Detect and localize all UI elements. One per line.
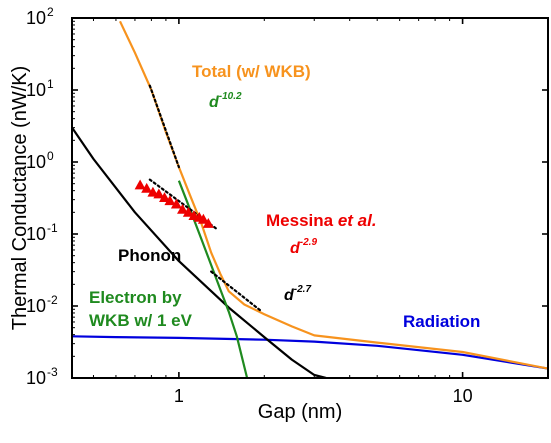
messina-data-label: Messina et al. bbox=[266, 211, 377, 230]
radiation-series-label: Radiation bbox=[403, 312, 480, 331]
scatter-point bbox=[153, 188, 165, 199]
scatter-point bbox=[202, 217, 214, 228]
x-axis-title: Gap (nm) bbox=[258, 401, 342, 423]
fit-label-green-exp: -10.2 bbox=[219, 91, 242, 102]
fit-label-black-base: d bbox=[284, 287, 295, 304]
y-tick-base: 10 bbox=[26, 368, 46, 388]
electron-series-label-line1: Electron by bbox=[89, 288, 182, 307]
y-tick-label: 10 bbox=[26, 152, 46, 172]
fit-label-green: d-10.2 bbox=[209, 91, 242, 111]
messina-label-name: Messina bbox=[266, 211, 334, 230]
y-tick-base: 10 bbox=[26, 224, 46, 244]
y-tick-exponent: -3 bbox=[47, 365, 58, 379]
y-tick-label: 10 bbox=[26, 80, 46, 100]
y-tick-label: 10 bbox=[26, 296, 46, 316]
scatter-point bbox=[164, 195, 176, 206]
messina-label-etal: et al. bbox=[338, 211, 377, 230]
y-tick-label: 10 bbox=[26, 368, 46, 388]
scatter-point bbox=[182, 206, 194, 217]
y-axis-title: Thermal Conductance (nW/K) bbox=[9, 66, 31, 331]
fit-label-green-base: d bbox=[209, 94, 220, 111]
scatter-point bbox=[170, 198, 182, 209]
y-tick-exponent: -1 bbox=[47, 221, 58, 235]
y-tick-exponent: 0 bbox=[47, 149, 54, 163]
ticks-layer: 10 210 110 010 -110 -210 -31 10 bbox=[26, 5, 549, 406]
fit-line-2 bbox=[210, 270, 263, 313]
phonon-series-label: Phonon bbox=[118, 246, 181, 265]
y-tick-base: 10 bbox=[26, 296, 46, 316]
x-tick-label: 1 bbox=[174, 386, 184, 406]
scatter-point bbox=[147, 186, 159, 197]
scatter-point bbox=[141, 182, 153, 193]
scatter-point bbox=[197, 213, 209, 224]
y-tick-exponent: 2 bbox=[47, 5, 54, 19]
fit-label-black: d-2.7 bbox=[284, 284, 311, 304]
y-tick-exponent: -2 bbox=[47, 293, 58, 307]
series-line-1 bbox=[72, 126, 327, 378]
fit-label-red-exp: -2.9 bbox=[300, 237, 318, 248]
fit-label-black-exp: -2.7 bbox=[294, 284, 312, 295]
y-tick-base: 10 bbox=[26, 152, 46, 172]
fit-label-red: d-2.9 bbox=[290, 237, 317, 257]
series-line-3 bbox=[72, 335, 548, 370]
y-tick-base: 10 bbox=[26, 8, 46, 28]
fit-line-1 bbox=[148, 178, 217, 230]
fit-label-red-base: d bbox=[290, 240, 301, 257]
total-series-label: Total (w/ WKB) bbox=[192, 62, 311, 81]
y-tick-base: 10 bbox=[26, 80, 46, 100]
fit-line-0 bbox=[148, 84, 180, 169]
scatter-layer bbox=[134, 179, 214, 228]
y-tick-label: 10 bbox=[26, 224, 46, 244]
scatter-point bbox=[177, 203, 189, 214]
y-tick-label: 10 bbox=[26, 8, 46, 28]
fit-lines-layer bbox=[148, 84, 263, 313]
y-tick-exponent: 1 bbox=[47, 77, 54, 91]
electron-series-label-line2: WKB w/ 1 eV bbox=[89, 311, 193, 330]
scatter-point bbox=[159, 192, 171, 203]
x-tick-label: 10 bbox=[453, 386, 473, 406]
scatter-point bbox=[134, 179, 146, 190]
plot-frame bbox=[71, 17, 549, 379]
